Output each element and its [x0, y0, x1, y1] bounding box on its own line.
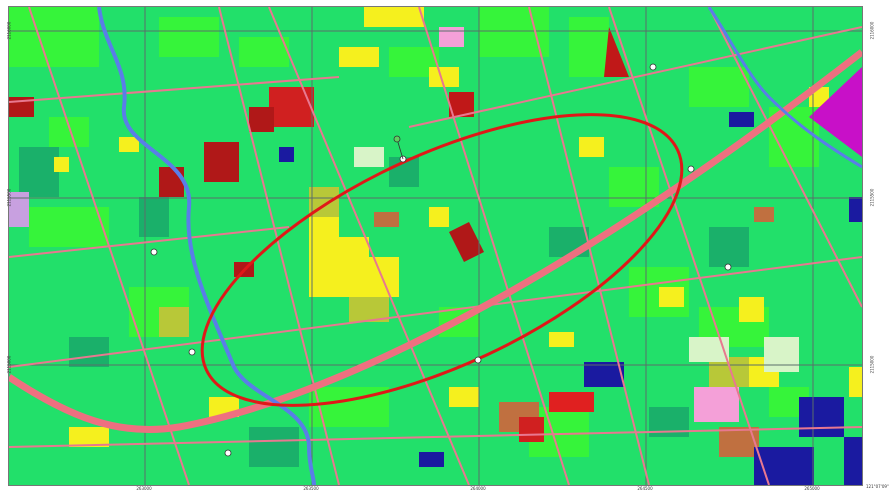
corner-coordinate-label: 121°07'09"	[866, 484, 889, 489]
x-tick-label: 265000	[804, 486, 820, 491]
x-tick-label: 264000	[470, 486, 486, 491]
light-green-parcels	[9, 7, 819, 457]
red-parcels	[9, 27, 629, 442]
study-area-ellipse[interactable]	[162, 55, 722, 465]
minor-roads	[9, 7, 862, 485]
y-tick-label-left: 2115000	[6, 355, 12, 374]
stream-north	[707, 7, 862, 169]
x-tick-label: 263500	[303, 486, 319, 491]
reference-point[interactable]	[393, 135, 401, 143]
map-frame[interactable]	[8, 6, 863, 486]
magenta-parcel	[809, 67, 862, 157]
x-tick-label: 264500	[637, 486, 653, 491]
survey-points[interactable]	[150, 63, 732, 457]
river	[97, 7, 316, 485]
y-tick-label-right: 2116000	[869, 21, 875, 40]
pink-parcel-north	[439, 27, 464, 47]
survey-point	[724, 263, 732, 271]
pale-parcel	[764, 337, 799, 372]
pale-parcel-2	[689, 337, 729, 362]
land-use-map[interactable]	[9, 7, 862, 485]
survey-point	[474, 356, 482, 364]
y-tick-label-left: 2116000	[6, 21, 12, 40]
survey-point	[224, 449, 232, 457]
yellow-parcels	[54, 7, 862, 447]
survey-point	[687, 165, 695, 173]
x-tick-label: 263000	[136, 486, 152, 491]
lavender-parcel	[9, 192, 29, 227]
pale-parcel-3	[354, 147, 384, 167]
y-tick-label-right: 2115000	[869, 355, 875, 374]
dark-green-parcels	[19, 147, 749, 467]
y-tick-label-left: 2115500	[6, 188, 12, 207]
survey-point	[649, 63, 657, 71]
navy-parcels	[279, 112, 862, 485]
y-tick-label-right: 2115500	[869, 188, 875, 207]
survey-point	[150, 248, 158, 256]
survey-point	[188, 348, 196, 356]
pink-parcel	[694, 387, 739, 422]
